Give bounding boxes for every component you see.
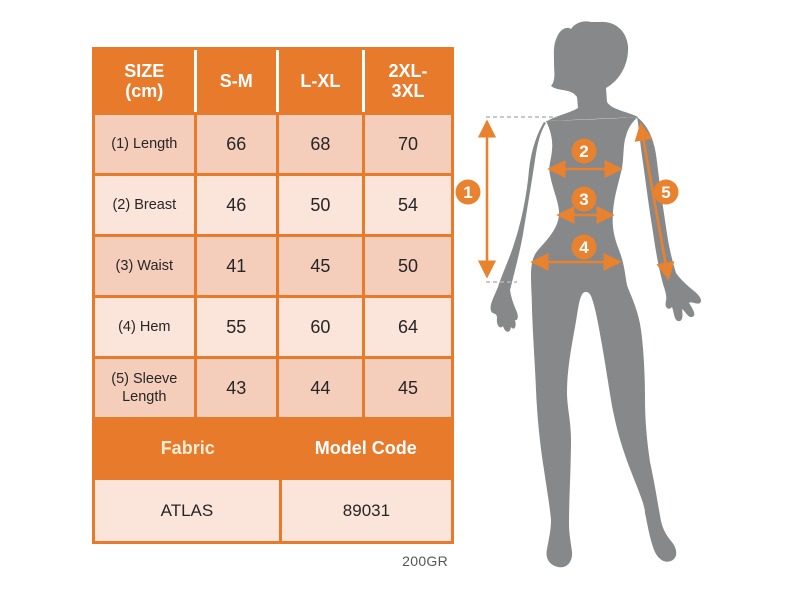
measure-line-sleeve	[634, 122, 675, 281]
measure-badges: 1 2 3 4 5	[455, 138, 679, 260]
fabric-modelcode-value-row: ATLAS 89031	[95, 480, 451, 541]
header-size-line2: (cm)	[125, 81, 164, 101]
badge-1-circle	[455, 179, 481, 205]
badge-4-circle	[571, 234, 597, 260]
header-cell-size: SIZE (cm)	[95, 50, 194, 112]
length-2xl-value: 70	[364, 115, 451, 173]
row-label-sleeve-length: (5) Sleeve Length	[95, 359, 194, 417]
badge-2-circle	[571, 138, 597, 164]
header-size-line1: SIZE	[124, 60, 165, 81]
badge-3-circle	[571, 186, 597, 212]
breast-lxl-value: 50	[278, 176, 362, 234]
badge-5-circle	[653, 179, 679, 205]
figure-silhouette-svg: 1 2 3 4 5	[455, 21, 702, 568]
measurement-arrows	[477, 119, 675, 281]
fabric-modelcode-header-row: Fabric Model Code	[95, 420, 451, 477]
measurement-figure: 1 2 3 4 5	[450, 0, 800, 589]
breast-sm-value: 46	[196, 176, 276, 234]
badge-1-number: 1	[463, 183, 472, 202]
fabric-value: ATLAS	[95, 480, 279, 541]
silhouette-body	[531, 117, 677, 568]
size-table-header-row: SIZE (cm) S-M L-XL 2XL- 3XL	[95, 50, 451, 112]
row-label-waist: (3) Waist	[95, 237, 194, 295]
length-lxl-value: 68	[278, 115, 362, 173]
hem-2xl-value: 64	[364, 298, 451, 356]
hem-sm-value: 55	[196, 298, 276, 356]
waist-sm-value: 41	[196, 237, 276, 295]
size-table: SIZE (cm) S-M L-XL 2XL- 3XL (1) Length 6…	[92, 47, 454, 544]
fabric-header: Fabric	[160, 438, 215, 458]
size-table-body: (1) Length 66 68 70 (2) Breast 46 50 54 …	[95, 115, 451, 417]
badge-3-number: 3	[579, 190, 588, 209]
breast-2xl-value: 54	[364, 176, 451, 234]
model-code-header: Model Code	[314, 438, 417, 458]
sleeve-lxl-value: 44	[278, 359, 362, 417]
woman-silhouette	[490, 21, 702, 568]
badge-5-number: 5	[661, 183, 670, 202]
silhouette-right-arm	[637, 117, 702, 322]
header-cell-sm: S-M	[196, 50, 276, 112]
badge-4-number: 4	[579, 238, 589, 257]
silhouette-left-arm	[490, 122, 546, 332]
length-sm-value: 66	[196, 115, 276, 173]
row-label-hem: (4) Hem	[95, 298, 194, 356]
row-label-breast: (2) Breast	[95, 176, 194, 234]
header-sm-label: S-M	[219, 70, 253, 91]
waist-2xl-value: 50	[364, 237, 451, 295]
length-reference-dashes	[486, 116, 557, 283]
waist-lxl-value: 45	[278, 237, 362, 295]
weight-note: 200GR	[402, 553, 448, 569]
silhouette-head	[547, 21, 638, 121]
sleeve-sm-value: 43	[196, 359, 276, 417]
header-cell-2xl3xl: 2XL- 3XL	[364, 50, 451, 112]
model-code-value: 89031	[281, 480, 451, 541]
hem-lxl-value: 60	[278, 298, 362, 356]
header-lxl-label: L-XL	[300, 70, 341, 91]
row-label-length: (1) Length	[95, 115, 194, 173]
header-2xl-line2: 3XL	[391, 81, 425, 101]
header-cell-lxl: L-XL	[278, 50, 362, 112]
badge-2-number: 2	[579, 142, 588, 161]
sleeve-2xl-value: 45	[364, 359, 451, 417]
header-2xl-line1: 2XL-	[388, 60, 428, 81]
